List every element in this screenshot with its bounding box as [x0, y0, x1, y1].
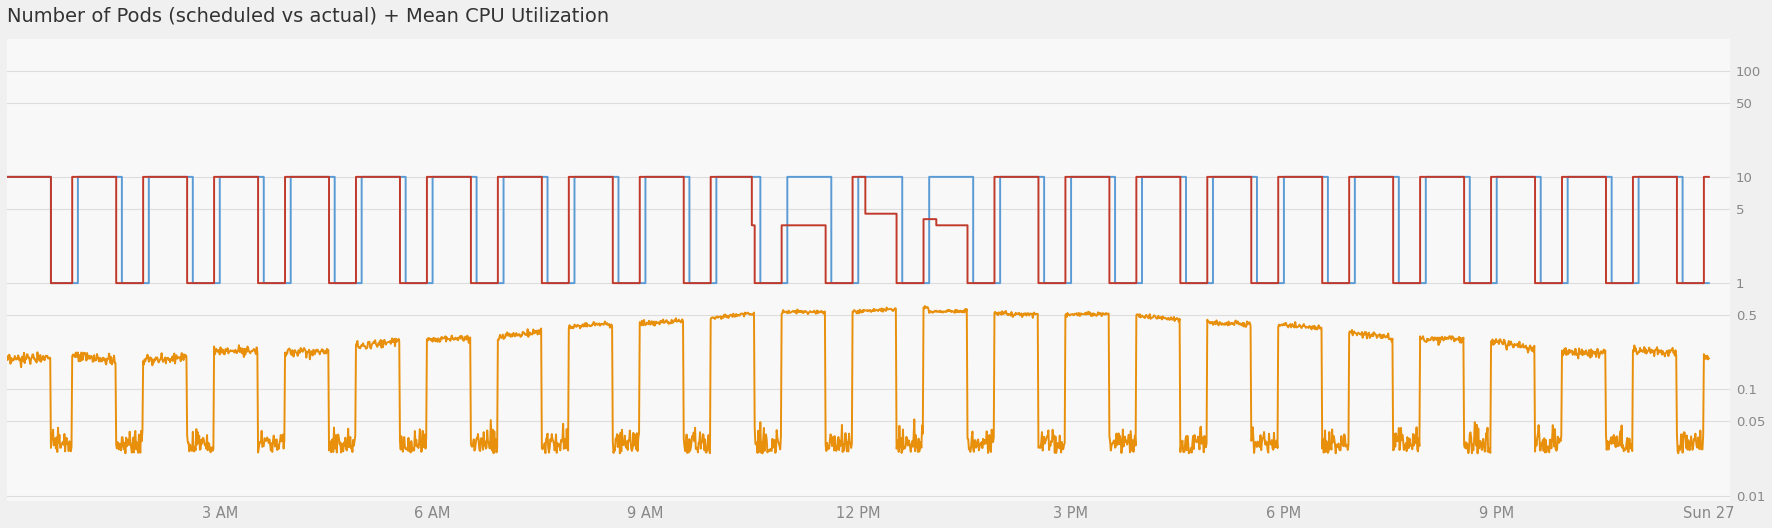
- Text: Number of Pods (scheduled vs actual) + Mean CPU Utilization: Number of Pods (scheduled vs actual) + M…: [7, 7, 610, 26]
